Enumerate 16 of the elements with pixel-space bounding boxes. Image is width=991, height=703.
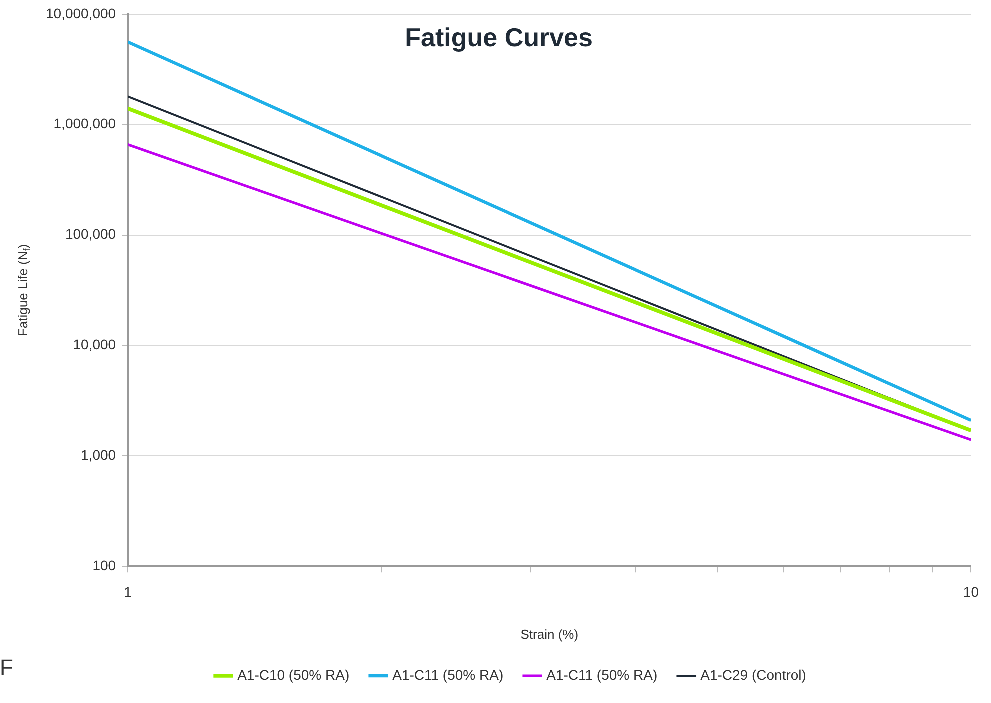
legend-label: A1-C11 (50% RA) [392, 666, 504, 683]
x-axis-title: Strain (%) [520, 626, 579, 642]
legend-label: A1-C29 (Control) [700, 666, 806, 683]
x-tick-label: 1 [124, 584, 132, 600]
y-tick-label: 10,000,000 [46, 5, 116, 22]
y-tick-label: 1,000 [81, 447, 116, 464]
y-tick-label: 1,000,000 [54, 116, 116, 132]
y-axis-title: Fatigue Life (Nf) [16, 244, 32, 337]
legend-label: A1-C10 (50% RA) [238, 666, 350, 683]
y-tick-label: 10,000 [73, 336, 116, 353]
x-tick-label: 10 [963, 584, 980, 600]
chart-title: Fatigue Curves [405, 22, 593, 53]
y-tick-label: 100 [92, 557, 116, 574]
legend-label: A1-C11 (50% RA) [546, 666, 658, 683]
y-tick-label: 100,000 [65, 226, 116, 242]
text: F [0, 655, 14, 681]
